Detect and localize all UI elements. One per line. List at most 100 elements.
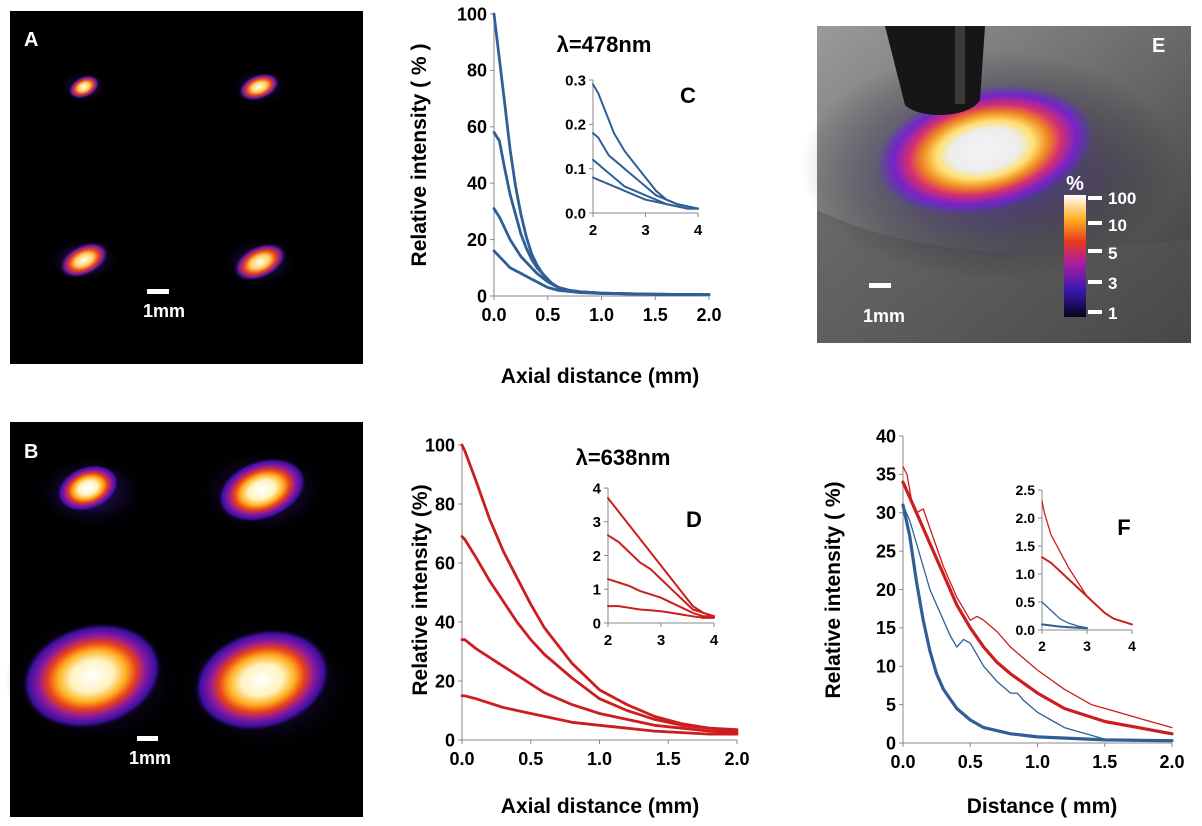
wavelength-label: λ=638nm xyxy=(576,445,671,470)
inset-y-tick-label: 2.0 xyxy=(1016,510,1036,526)
inset-y-tick-label: 2 xyxy=(593,548,601,565)
x-axis-title: Axial distance (mm) xyxy=(501,365,699,388)
x-tick-label: 1.0 xyxy=(589,305,614,325)
x-tick-label: 2.0 xyxy=(696,305,721,325)
series-line-3 xyxy=(492,207,711,297)
series-line-3 xyxy=(460,638,739,734)
panel-e-fiber-highlight xyxy=(955,26,965,104)
spot-b2 xyxy=(217,457,307,523)
inset-y-tick-label: 1.5 xyxy=(1016,538,1036,554)
y-tick-label: 80 xyxy=(467,61,487,81)
colorbar-tick xyxy=(1088,280,1102,284)
series-line-2 xyxy=(460,535,739,733)
x-tick-label: 0.0 xyxy=(890,752,915,772)
inset-y-tick-label: 2.5 xyxy=(1016,482,1036,498)
series-line-2 xyxy=(902,504,1106,740)
inset-series-line-2 xyxy=(592,132,699,210)
colorbar-tick-label: 1 xyxy=(1108,304,1117,323)
inset-chart-c: 2 3 4 0.0 0.1 0.2 0.3 xyxy=(565,72,703,239)
y-tick-label: 20 xyxy=(467,230,487,250)
y-tick-label: 40 xyxy=(876,426,896,446)
panel-letter: F xyxy=(1117,515,1130,540)
colorbar-ticks: 100 10 5 3 1 xyxy=(1088,189,1136,323)
colorbar-tick-label: 100 xyxy=(1108,189,1136,208)
y-tick-label: 80 xyxy=(435,494,455,514)
spot-a1 xyxy=(67,74,101,100)
colorbar-tick xyxy=(1088,221,1102,225)
scale-label-a: 1mm xyxy=(143,301,185,321)
x-tick-label: 0.0 xyxy=(449,749,474,769)
series-line-1 xyxy=(460,443,739,732)
inset-y-tick-label: 4 xyxy=(593,480,602,497)
y-tick-label: 0 xyxy=(477,286,487,306)
panel-e-letter: E xyxy=(1152,35,1165,57)
colorbar-tick-label: 5 xyxy=(1108,244,1117,263)
x-tick-label: 1.0 xyxy=(1025,752,1050,772)
inset-series-line-3 xyxy=(607,578,715,618)
x-axis-title: Distance ( mm) xyxy=(967,795,1118,818)
panel-e-hotspot xyxy=(876,85,1094,215)
inset-series-line-4 xyxy=(592,176,699,210)
inset-series-line-4 xyxy=(1041,623,1088,630)
x-tick-label: 0.5 xyxy=(535,305,560,325)
panel-letter: D xyxy=(686,507,702,532)
x-tick-label: 1.0 xyxy=(587,749,612,769)
spot-a4 xyxy=(232,242,288,282)
panel-a-letter: A xyxy=(24,29,38,51)
x-tick-label: 1.5 xyxy=(1092,752,1117,772)
inset-x-tick-label: 2 xyxy=(604,632,612,649)
inset-y-tick-label: 0.2 xyxy=(565,117,586,134)
x-axis-title: Axial distance (mm) xyxy=(501,795,699,818)
colorbar-tick-label: 10 xyxy=(1108,216,1127,235)
y-tick-label: 15 xyxy=(876,618,896,638)
x-tick-label: 1.5 xyxy=(643,305,668,325)
inset-y-tick-label: 0.0 xyxy=(565,205,586,222)
series-line-3 xyxy=(901,480,1174,736)
y-tick-label: 35 xyxy=(876,465,896,485)
inset-y-tick-label: 1 xyxy=(593,582,601,599)
inset-chart-d: 2 3 4 0 1 2 3 4 xyxy=(593,480,719,649)
colorbar-tick xyxy=(1088,196,1102,200)
inset-x-tick-label: 2 xyxy=(1038,638,1046,654)
y-tick-label: 60 xyxy=(467,117,487,137)
y-tick-label: 40 xyxy=(467,174,487,194)
inset-x-tick-label: 4 xyxy=(710,632,719,649)
y-tick-label: 20 xyxy=(876,580,896,600)
inset-y-tick-label: 0.1 xyxy=(565,161,586,178)
y-tick-label: 20 xyxy=(435,671,455,691)
y-tick-label: 30 xyxy=(876,503,896,523)
spot-b4 xyxy=(193,628,331,732)
inset-y-tick-label: 0.0 xyxy=(1016,622,1036,638)
series-line-1 xyxy=(901,503,1174,743)
inset-series-line-1 xyxy=(607,497,715,618)
inset-series-line-2 xyxy=(607,534,715,618)
x-tick-label: 1.5 xyxy=(656,749,681,769)
series-line-4 xyxy=(902,466,1173,729)
x-tick-label: 2.0 xyxy=(1159,752,1184,772)
spot-b3 xyxy=(21,622,163,730)
y-tick-label: 10 xyxy=(876,657,896,677)
spot-a3 xyxy=(58,241,110,279)
x-tick-label: 0.5 xyxy=(518,749,543,769)
scale-label-b: 1mm xyxy=(129,748,171,768)
scale-bar-e xyxy=(869,283,891,288)
x-tick-label: 0.0 xyxy=(481,305,506,325)
inset-x-tick-label: 3 xyxy=(641,222,649,239)
scale-label-e: 1mm xyxy=(863,306,905,326)
panel-e: E % 100 10 5 3 1 1mm xyxy=(800,26,1191,343)
y-tick-label: 0 xyxy=(886,733,896,753)
panel-b-letter: B xyxy=(24,441,38,463)
inset-chart-f: 2 3 4 0.0 0.5 1.0 1.5 2.0 2.5 xyxy=(1016,482,1137,654)
y-axis-title: Relative intensity ( % ) xyxy=(408,44,431,267)
inset-series-line-2 xyxy=(1041,556,1133,626)
inset-series-line-4 xyxy=(607,605,715,619)
y-tick-label: 0 xyxy=(445,730,455,750)
inset-y-tick-label: 0.5 xyxy=(1016,594,1036,610)
y-tick-label: 40 xyxy=(435,612,455,632)
y-tick-label: 5 xyxy=(886,695,896,715)
colorbar-tick-label: 3 xyxy=(1108,274,1117,293)
inset-y-tick-label: 3 xyxy=(593,514,601,531)
inset-x-tick-label: 4 xyxy=(694,222,703,239)
